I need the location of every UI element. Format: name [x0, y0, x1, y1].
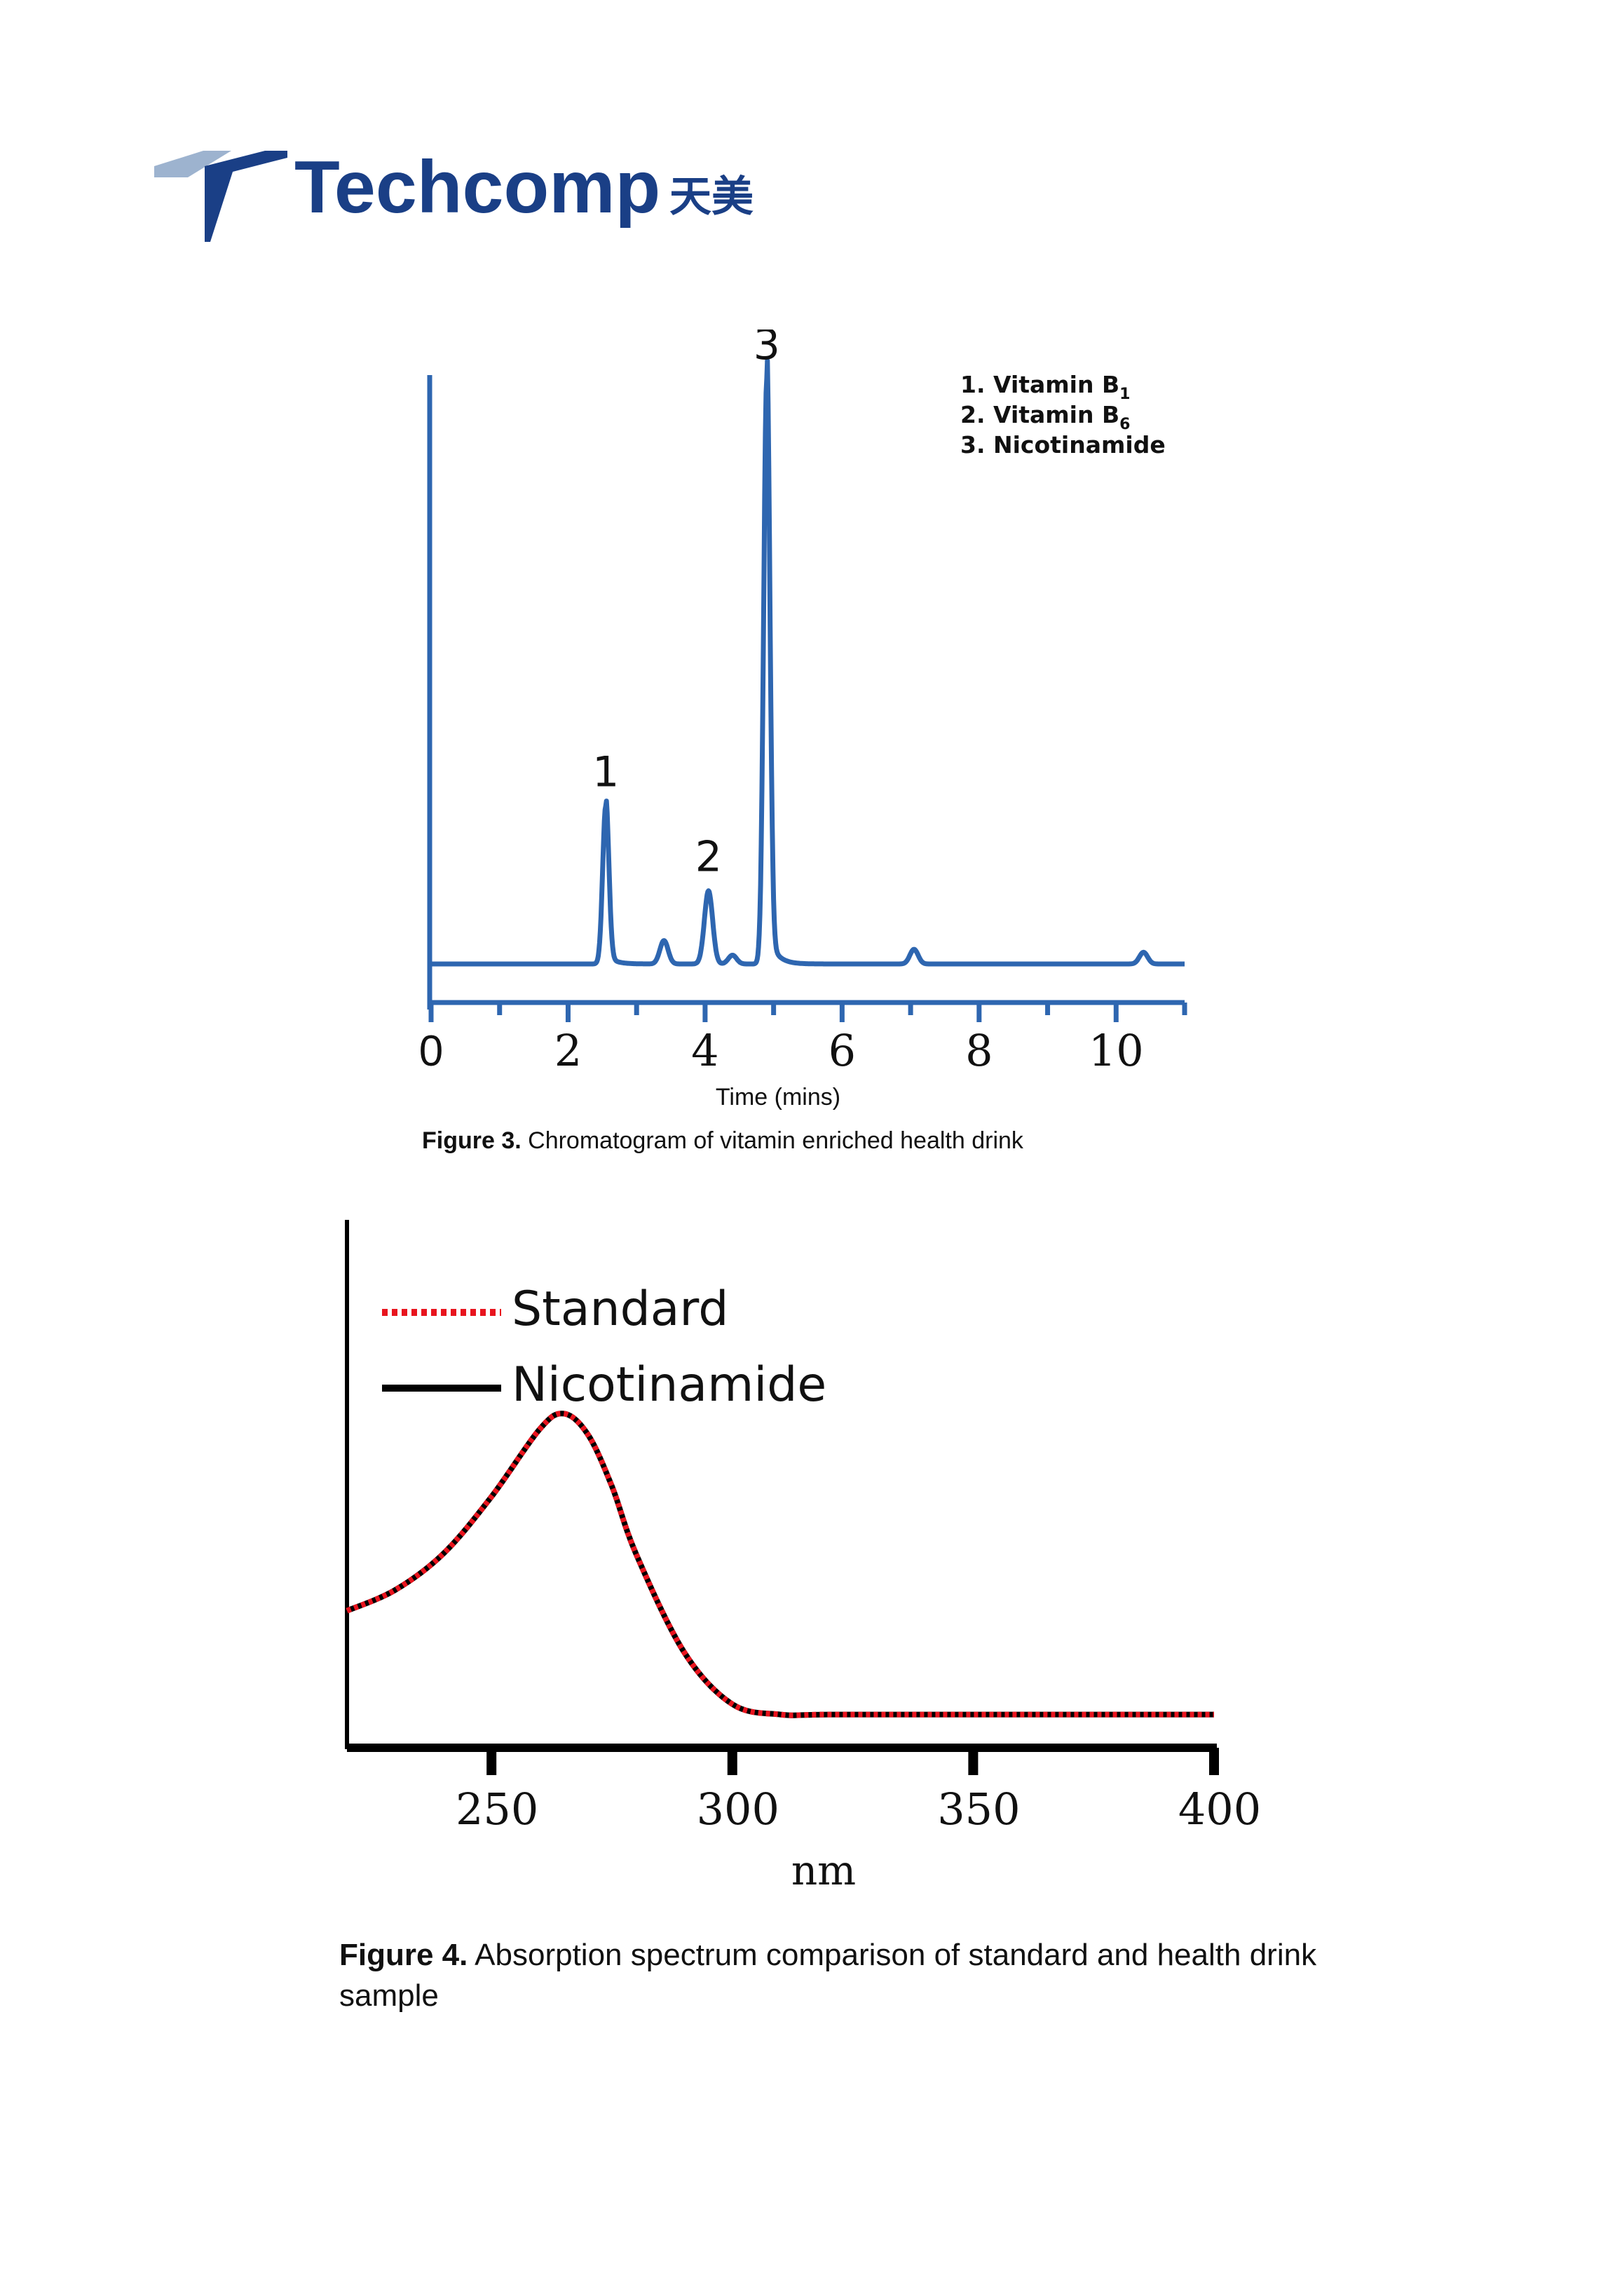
legend-entry: 1. Vitamin B1 [960, 371, 1130, 403]
figure-3-caption: Figure 3. Chromatogram of vitamin enrich… [422, 1127, 1023, 1155]
logo-wordmark: Techcomp [294, 151, 660, 229]
peak-label: 3 [754, 330, 780, 369]
x-tick-label: 350 [937, 1784, 1020, 1835]
logo-mark-dark [205, 151, 287, 242]
logo-wordmark-cn: 天美 [669, 172, 754, 222]
x-tick-label: 250 [456, 1784, 538, 1835]
x-axis-label: Time (mins) [716, 1084, 840, 1110]
x-tick-label: 300 [697, 1784, 779, 1835]
figure-3-label: Figure 3. [422, 1127, 522, 1154]
series-line-nicotinamide [346, 1411, 1214, 1718]
x-axis-label: nm [791, 1847, 856, 1894]
series-line-standard [346, 1411, 1214, 1718]
figure-3-text: Chromatogram of vitamin enriched health … [521, 1127, 1023, 1154]
figure-4-label: Figure 4. [339, 1938, 468, 1972]
legend-label: Standard [512, 1282, 728, 1337]
legend-entry: 2. Vitamin B6 [960, 401, 1130, 433]
x-tick-label: 400 [1178, 1784, 1261, 1835]
legend-entry: 3. Nicotinamide [960, 431, 1166, 458]
peak-label: 1 [592, 748, 619, 797]
absorption-spectrum-chart: 250 300 350 400 Standard Nicotinamide nm [345, 1220, 1261, 1894]
peak-label: 2 [695, 833, 722, 882]
figure-4-caption: Figure 4. Absorption spectrum comparison… [339, 1935, 1391, 2016]
peak-legend: 1. Vitamin B12. Vitamin B63. Nicotinamid… [960, 371, 1166, 458]
x-tick-label: 6 [829, 1025, 856, 1076]
x-tick-label: 4 [691, 1025, 718, 1076]
x-tick-label: 8 [965, 1025, 993, 1076]
x-tick-label: 0 [419, 1027, 443, 1075]
legend-label: Nicotinamide [512, 1357, 826, 1413]
x-tick-label: 10 [1089, 1025, 1144, 1076]
techcomp-logo: Techcomp 天美 [154, 151, 754, 242]
chromatogram-trace [429, 358, 1187, 967]
x-tick-label: 2 [554, 1025, 582, 1076]
figure-4-text: Absorption spectrum comparison of standa… [339, 1938, 1317, 2013]
legend: Standard Nicotinamide [382, 1282, 826, 1413]
chromatogram-chart: 0 2 4 6 8 10 123 Time (mins) 1. Vitamin B12. … [419, 330, 1187, 1110]
logo-mark-light [154, 151, 231, 177]
